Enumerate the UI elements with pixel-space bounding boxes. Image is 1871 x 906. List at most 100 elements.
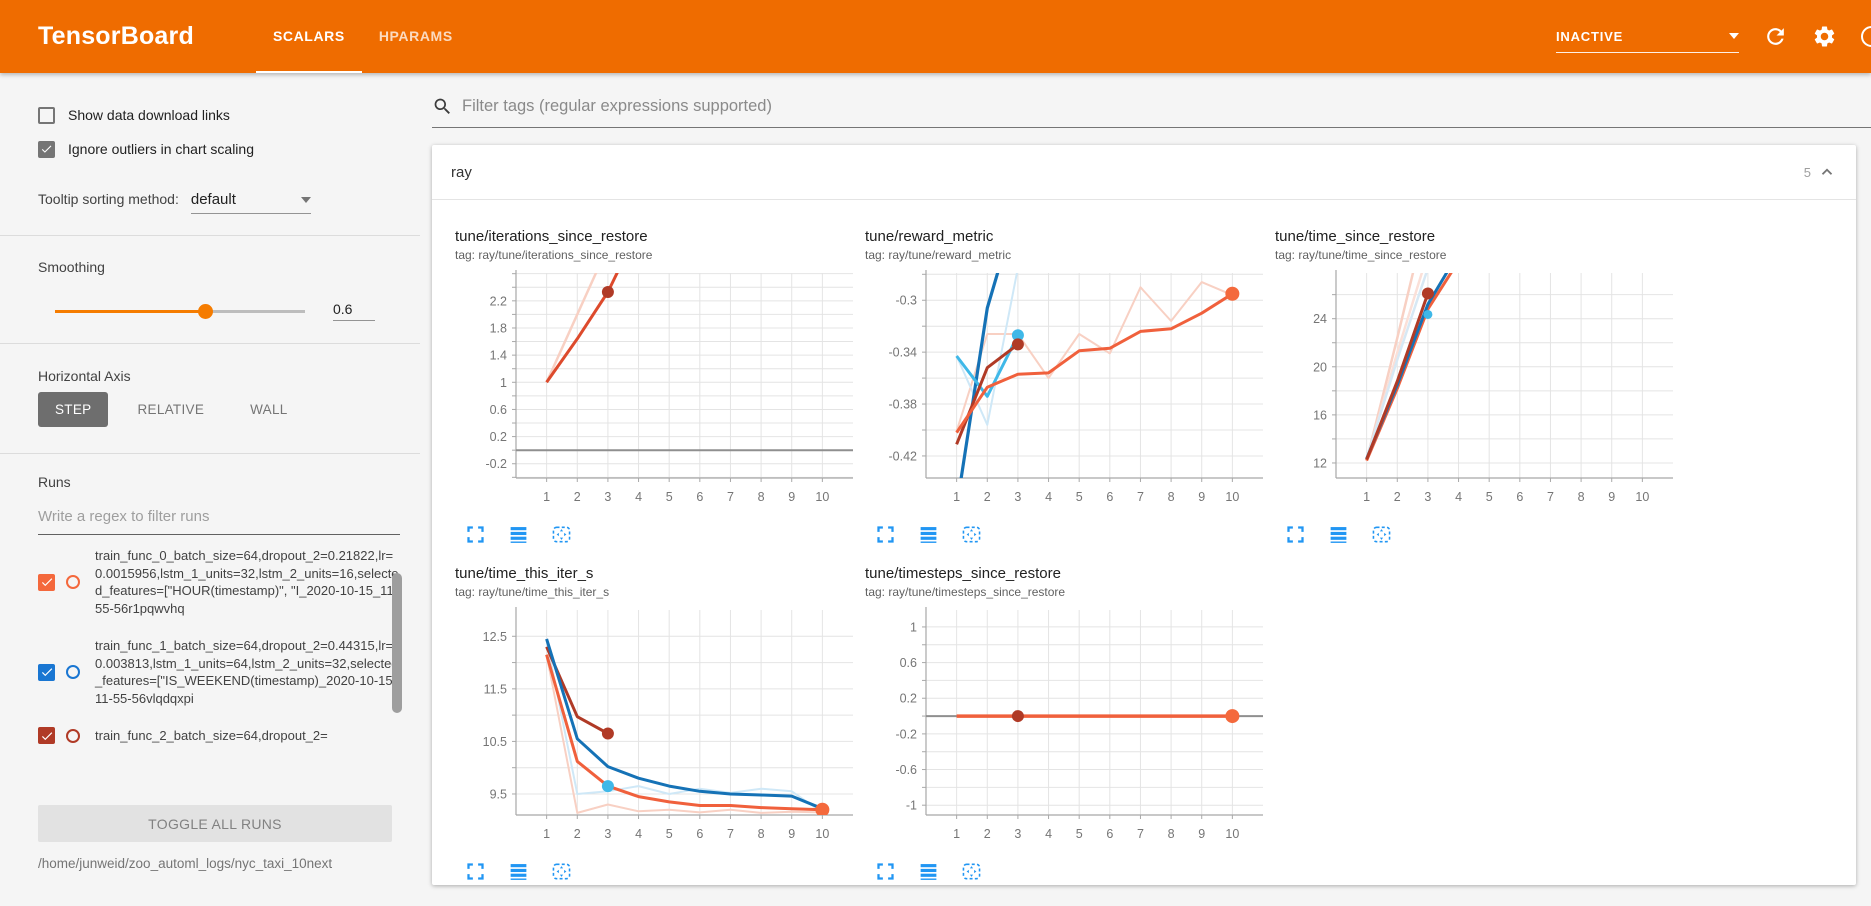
svg-text:16: 16	[1313, 408, 1327, 422]
svg-text:8: 8	[1168, 827, 1175, 841]
series-run1-smoothed	[959, 273, 1000, 478]
svg-text:3: 3	[1424, 490, 1431, 504]
run-radio[interactable]	[66, 665, 80, 679]
tooltip-sorting-label: Tooltip sorting method:	[38, 191, 179, 207]
toggle-all-runs-button[interactable]: TOGGLE ALL RUNS	[38, 805, 392, 842]
fit-domain-icon[interactable]	[961, 861, 982, 882]
series-endpoint-dot	[601, 727, 614, 740]
series-endpoint-dot	[1421, 287, 1434, 300]
show-download-links-label: Show data download links	[68, 107, 230, 123]
series-run0-raw	[545, 273, 598, 383]
run-item[interactable]: train_func_1_batch_size=64,dropout_2=0.4…	[38, 637, 400, 707]
runs-scrollbar[interactable]	[392, 573, 402, 713]
run-item[interactable]: train_func_0_batch_size=64,dropout_2=0.2…	[38, 547, 400, 617]
show-download-links-checkbox[interactable]	[38, 106, 55, 124]
svg-text:5: 5	[1076, 827, 1083, 841]
log-scale-icon[interactable]	[508, 861, 529, 882]
divider	[0, 343, 420, 344]
tab-scalars[interactable]: SCALARS	[255, 0, 362, 73]
run-item[interactable]: train_func_2_batch_size=64,dropout_2=	[38, 727, 400, 745]
svg-text:20: 20	[1313, 360, 1327, 374]
runs-filter-input[interactable]	[38, 504, 400, 535]
svg-text:10: 10	[1225, 490, 1239, 504]
axis-relative-button[interactable]: RELATIVE	[137, 402, 205, 417]
chart-tag: tag: ray/tune/reward_metric	[865, 248, 1012, 262]
svg-text:4: 4	[635, 827, 642, 841]
smoothing-slider[interactable]	[55, 303, 305, 319]
show-download-links-option[interactable]: Show data download links	[38, 103, 400, 127]
axis-wall-button[interactable]: WALL	[250, 402, 288, 417]
svg-text:-0.2: -0.2	[485, 457, 507, 471]
svg-text:7: 7	[1137, 490, 1144, 504]
ignore-outliers-checkbox[interactable]	[38, 140, 55, 158]
series-endpoint-dot	[815, 802, 830, 815]
svg-text:1: 1	[543, 490, 550, 504]
run-name: train_func_1_batch_size=64,dropout_2=0.4…	[95, 638, 400, 706]
fullscreen-icon[interactable]	[465, 861, 486, 882]
svg-text:8: 8	[758, 490, 765, 504]
svg-text:9: 9	[788, 827, 795, 841]
fit-domain-icon[interactable]	[551, 861, 572, 882]
run-radio[interactable]	[66, 728, 80, 743]
log-directory-path: /home/junweid/zoo_automl_logs/nyc_taxi_1…	[38, 856, 333, 871]
svg-text:1: 1	[953, 827, 960, 841]
chart-plot[interactable]: 1 2 3 4 5 6 7 8 9 10 1 0.6 0.2 -0.2 -0.6 -1	[865, 605, 1275, 850]
chart-plot[interactable]: 1 2 3 4 5 6 7 8 9 10 12.5 11.5 10.5 9.5	[455, 605, 865, 850]
series-run0-smoothed	[545, 273, 619, 384]
svg-text:2: 2	[574, 490, 581, 504]
fullscreen-icon[interactable]	[875, 524, 896, 545]
svg-text:2: 2	[984, 490, 991, 504]
chart-plot[interactable]: 1 2 3 4 5 6 7 8 9 10 -0.3 -0.34 -0.38 -0.42	[865, 268, 1275, 513]
axis-step-button[interactable]: STEP	[38, 392, 109, 427]
ignore-outliers-label: Ignore outliers in chart scaling	[68, 141, 254, 157]
runs-list: train_func_0_batch_size=64,dropout_2=0.2…	[38, 547, 400, 782]
tab-hparams[interactable]: HPARAMS	[378, 27, 453, 44]
log-scale-icon[interactable]	[918, 524, 939, 545]
fullscreen-icon[interactable]	[465, 524, 486, 545]
ray-section-header[interactable]: ray 5	[432, 145, 1856, 200]
svg-text:6: 6	[1516, 490, 1523, 504]
svg-text:0.2: 0.2	[900, 692, 917, 706]
tag-filter-input[interactable]	[462, 97, 1871, 116]
chart-plot[interactable]: 1 2 3 4 5 6 7 8 9 10 2.2 1.8 1.4 1 0.6 0.2 -0.2	[455, 268, 865, 513]
tooltip-sorting-dropdown[interactable]: default	[190, 191, 311, 214]
run-checkbox[interactable]	[38, 727, 55, 745]
svg-text:9: 9	[1608, 490, 1615, 504]
fullscreen-icon[interactable]	[1285, 524, 1306, 545]
gear-icon[interactable]	[1812, 24, 1837, 49]
fullscreen-icon[interactable]	[875, 861, 896, 882]
chart-count-badge: 5	[1803, 164, 1811, 180]
log-scale-icon[interactable]	[508, 524, 529, 545]
svg-text:4: 4	[1045, 490, 1052, 504]
chart-title: tune/time_since_restore	[1275, 228, 1436, 245]
app-logo: TensorBoard	[38, 22, 194, 50]
fit-domain-icon[interactable]	[1371, 524, 1392, 545]
refresh-icon[interactable]	[1763, 24, 1788, 49]
fit-domain-icon[interactable]	[551, 524, 572, 545]
svg-text:9: 9	[1198, 827, 1205, 841]
help-icon[interactable]	[1861, 26, 1871, 47]
run-controls	[38, 663, 95, 681]
run-checkbox[interactable]	[38, 573, 55, 591]
run-radio[interactable]	[66, 575, 80, 589]
series-endpoint-dot	[1225, 709, 1240, 724]
ray-section-card: ray 5 tune/iterations_since_restore tag: …	[432, 145, 1856, 885]
series-endpoint-dot	[1423, 309, 1433, 319]
run-checkbox[interactable]	[38, 663, 55, 681]
chevron-down-icon	[1729, 33, 1739, 39]
fit-domain-icon[interactable]	[961, 524, 982, 545]
smoothing-slider-fill	[55, 309, 205, 313]
ignore-outliers-option[interactable]: Ignore outliers in chart scaling	[38, 137, 400, 161]
chart-actions	[465, 524, 865, 545]
chevron-up-icon[interactable]	[1818, 163, 1836, 181]
svg-text:10: 10	[1225, 827, 1239, 841]
chart-tag: tag: ray/tune/iterations_since_restore	[455, 248, 653, 262]
status-dropdown[interactable]: INACTIVE	[1556, 29, 1739, 53]
series-run0-smoothed	[955, 292, 1234, 434]
log-scale-icon[interactable]	[918, 861, 939, 882]
smoothing-slider-handle[interactable]	[198, 303, 213, 319]
log-scale-icon[interactable]	[1328, 524, 1349, 545]
svg-text:1: 1	[910, 620, 917, 634]
